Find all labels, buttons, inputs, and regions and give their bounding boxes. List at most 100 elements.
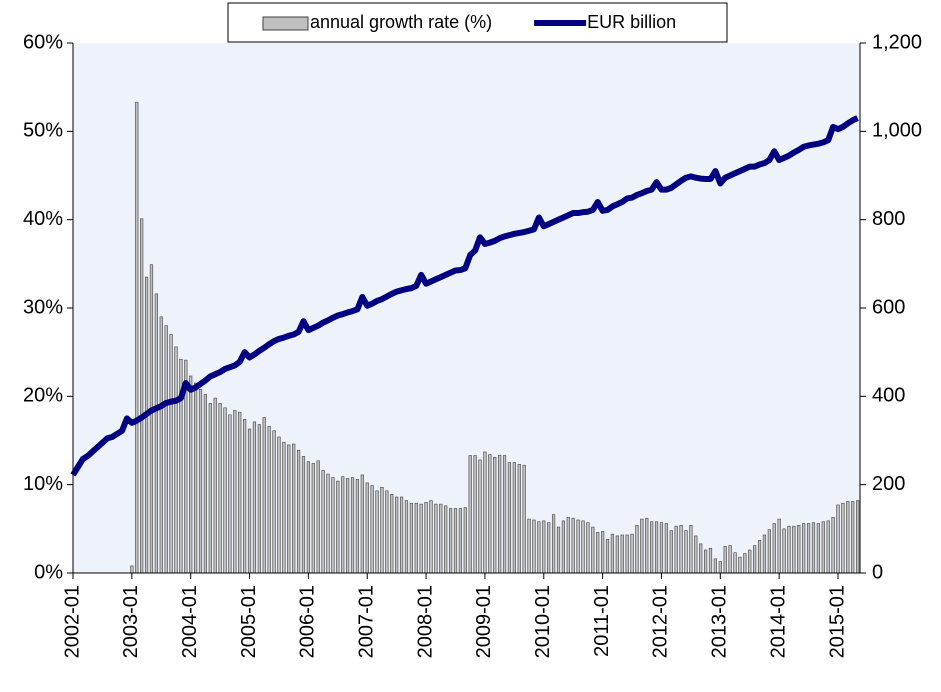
y2-tick-label: 1,200 [872,31,922,53]
bar [360,474,364,574]
bar [625,534,629,574]
bar [189,375,193,574]
bar [365,482,369,574]
bar [316,460,320,574]
bar [782,528,786,574]
bar [792,525,796,574]
x-tick-label: 2013-01 [709,585,731,658]
bar [272,430,276,574]
bar [473,455,477,574]
bar [380,487,384,574]
bar [753,545,757,574]
bar [370,485,374,574]
bar [228,414,232,574]
bar [723,546,727,574]
bar [292,443,296,574]
bar [404,500,409,574]
bar [444,505,448,574]
bar [424,502,428,574]
bar [674,525,678,574]
bar [135,101,139,574]
line [70,115,859,477]
bar [856,500,860,574]
bar [846,501,850,574]
bar [728,545,732,574]
bar [601,531,605,574]
bar [811,522,816,574]
bar [390,494,394,574]
bar [213,397,217,574]
bar [463,507,467,574]
bar [203,394,208,574]
legend-label: EUR billion [587,12,676,32]
bar [208,403,212,574]
bar [566,517,570,574]
bar [581,520,585,574]
bar [419,503,423,574]
bar [252,421,257,574]
bar [130,565,134,574]
y-tick-label: 50% [23,120,63,142]
bar [620,534,624,574]
bar [684,530,688,574]
y-tick-label: 10% [23,473,63,495]
bar [409,502,413,574]
bar [645,517,649,574]
bar [571,517,575,574]
bar [414,502,418,574]
y2-tick-label: 600 [872,296,905,318]
bar [218,403,222,574]
legend-swatch [262,16,309,31]
bar [287,444,291,574]
bar [669,530,673,574]
bar [385,490,389,574]
x-tick-label: 2015-01 [826,585,848,658]
bar [851,501,855,574]
bar [296,449,301,574]
bar [517,464,521,574]
y-tick-label: 60% [23,31,63,53]
bar [399,496,404,574]
bar [713,558,718,574]
bar [551,514,556,574]
bar [243,418,247,574]
bar [762,534,767,574]
bar [174,346,178,574]
x-tick-label: 2011-01 [591,585,613,657]
bar [321,470,325,574]
bar [772,523,776,574]
bar [679,524,683,574]
x-tick-label: 2003-01 [120,585,142,658]
bar [542,520,546,574]
legend-box [227,2,728,43]
bar [718,561,722,574]
bar [777,518,781,574]
bar [586,522,590,574]
x-tick-label: 2002-01 [61,585,83,658]
bar [836,504,840,574]
bar [733,552,737,574]
bar [802,523,806,574]
bar [434,503,438,574]
bar [748,549,752,574]
bar [346,478,350,574]
bar [233,410,237,574]
bar [532,519,536,574]
bar [341,476,345,574]
bar [806,523,811,574]
bar [654,521,659,574]
bar [826,520,830,574]
bar [576,519,580,574]
bar [703,549,708,574]
bar [140,218,144,574]
bar [841,502,845,574]
bar [493,456,497,574]
bar [757,540,762,574]
y-tick-label: 0% [34,561,63,583]
bar [439,503,443,574]
bar [223,407,227,574]
y-tick-label: 20% [23,385,63,407]
bar [247,428,252,574]
bar [767,529,771,574]
